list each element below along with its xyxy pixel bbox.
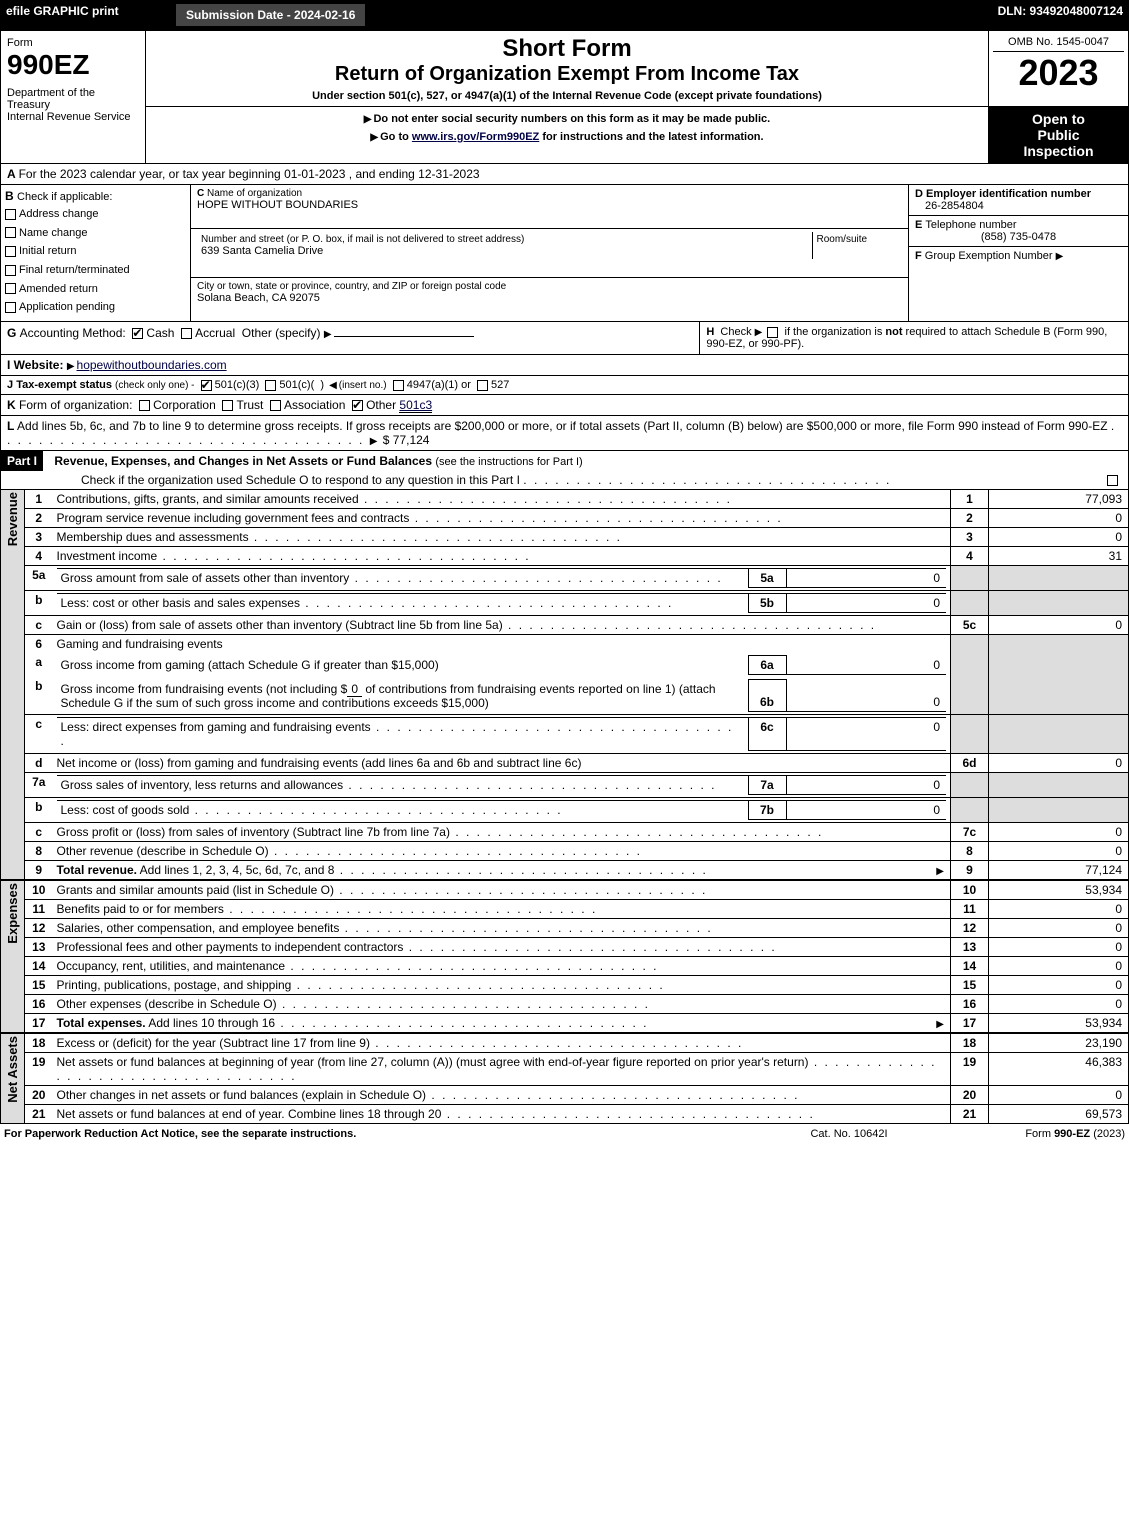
form-title: Return of Organization Exempt From Incom… [154,63,980,86]
checkbox-cash[interactable] [132,328,143,339]
org-name: HOPE WITHOUT BOUNDARIES [197,199,902,211]
arrow-icon [67,358,77,372]
inspection: Inspection [993,143,1124,159]
line-desc: Contributions, gifts, grants, and simila… [57,492,359,506]
checkbox-accrual[interactable] [181,328,192,339]
line-value: 77,093 [989,490,1129,509]
e-lbl: Telephone number [925,219,1016,231]
ein: 26-2854804 [925,200,1122,212]
checkbox-4947[interactable] [393,380,404,391]
efile-label[interactable]: efile GRAPHIC print [6,4,119,18]
l-val: $ 77,124 [383,433,430,447]
arrow-icon [324,326,334,340]
checkbox-address-change[interactable] [5,209,16,220]
city-lbl: City or town, state or province, country… [197,281,902,292]
part1-check: Check if the organization used Schedule … [81,473,520,487]
checkbox-501c3[interactable] [201,380,212,391]
arrow-icon [1056,250,1066,262]
checkbox-527[interactable] [477,380,488,391]
line-a: A For the 2023 calendar year, or tax yea… [1,164,1129,185]
cat-no: Cat. No. 10642I [749,1126,949,1142]
j-lbl: Tax-exempt status [16,379,112,391]
arrow-icon [936,1016,946,1030]
checkbox-pending[interactable] [5,302,16,313]
short-form: Short Form [154,35,980,63]
checkbox-corp[interactable] [139,400,150,411]
checkbox-h[interactable] [767,327,778,338]
city-state: Solana Beach, CA 92075 [197,292,902,304]
arrow-icon [755,326,765,338]
checkbox-trust[interactable] [222,400,233,411]
c-name-lbl: Name of organization [207,188,302,199]
open-to: Open to [993,111,1124,127]
dept-treasury: Department of the Treasury [7,87,139,111]
checkbox-initial-return[interactable] [5,246,16,257]
part1-note: (see the instructions for Part I) [435,456,582,468]
checkbox-final-return[interactable] [5,265,16,276]
checkbox-501c[interactable] [265,380,276,391]
addr-lbl: Number and street (or P. O. box, if mail… [201,234,808,245]
other-org-link[interactable]: 501c3 [399,398,432,413]
checkbox-part1-scho[interactable] [1107,475,1118,486]
public: Public [993,127,1124,143]
org-info-block: B Check if applicable: Address change Na… [0,185,1129,322]
netassets-vlabel: Net Assets [5,1036,20,1103]
top-block: Form 990EZ Department of the Treasury In… [0,30,1129,164]
form-word: Form [7,37,139,49]
arrow-left-icon [327,379,339,391]
pra-notice: For Paperwork Reduction Act Notice, see … [0,1126,749,1142]
k-lbl: Form of organization: [19,398,132,412]
dln: DLN: 93492048007124 [998,4,1123,18]
revenue-vlabel: Revenue [5,492,20,546]
irs-link[interactable]: www.irs.gov/Form990EZ [412,131,539,143]
checkbox-other-org[interactable] [352,400,363,411]
lines-table: Revenue 1 Contributions, gifts, grants, … [0,490,1129,1124]
omb-no: OMB No. 1545-0047 [993,33,1124,52]
street: 639 Santa Camelia Drive [201,245,808,257]
form-subtitle: Under section 501(c), 527, or 4947(a)(1)… [154,90,980,102]
arrow-icon [370,131,380,143]
footer: For Paperwork Reduction Act Notice, see … [0,1126,1129,1142]
irs-label: Internal Revenue Service [7,111,139,123]
d-lbl: Employer identification number [926,188,1091,200]
g-lbl: Accounting Method: [20,326,126,340]
tax-year: 2023 [993,52,1124,94]
phone: (858) 735-0478 [915,231,1122,243]
checkbox-name-change[interactable] [5,227,16,238]
l-text: Add lines 5b, 6c, and 7b to line 9 to de… [17,419,1108,433]
f-lbl: Group Exemption Number [925,250,1053,262]
note-goto: Go to www.irs.gov/Form990EZ for instruct… [380,131,763,143]
arrow-icon [936,863,946,877]
part1-hdr: Part I [1,451,43,471]
checkbox-amended[interactable] [5,283,16,294]
arrow-icon [370,433,380,447]
note-ssn: Do not enter social security numbers on … [373,113,770,125]
website-link[interactable]: hopewithoutboundaries.com [77,358,227,372]
website-lbl: Website: [14,358,64,372]
header-bar: efile GRAPHIC print Submission Date - 20… [0,0,1129,30]
form-number: 990EZ [7,49,139,81]
room-lbl: Room/suite [812,232,902,259]
part1-title: Revenue, Expenses, and Changes in Net As… [54,454,432,468]
checkbox-assoc[interactable] [270,400,281,411]
submission-date: Submission Date - 2024-02-16 [176,4,365,26]
b-label: Check if applicable: [17,191,112,203]
expenses-vlabel: Expenses [5,883,20,944]
